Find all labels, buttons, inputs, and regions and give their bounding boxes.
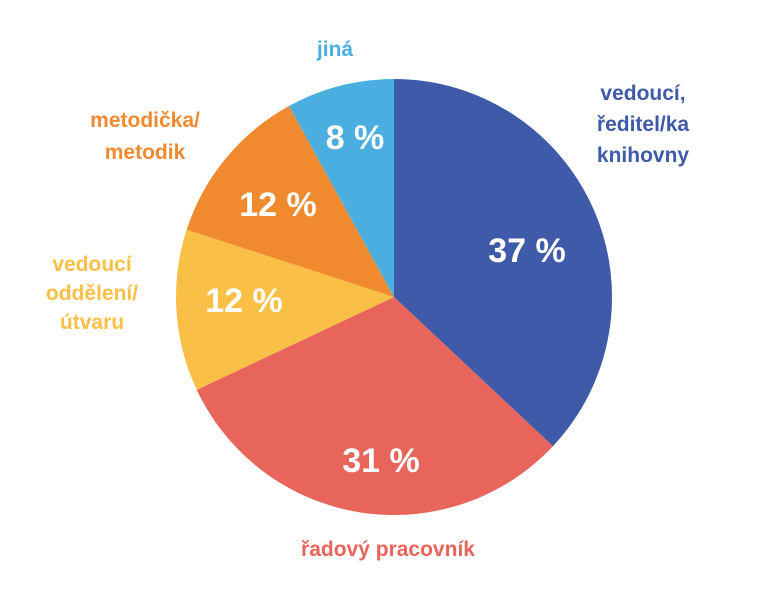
- category-labels: vedoucí, ředitel/ka knihovny řadový pracovn…: [46, 38, 690, 561]
- percent-labels: 37 %31 %12 %12 %8 %: [205, 119, 566, 480]
- slice-category-label-line: řadový pracovník: [301, 538, 475, 561]
- slice-category-label-line: jiná: [316, 38, 353, 61]
- slice-category-label-line: vedoucí: [52, 253, 133, 276]
- pie-slice: [186, 105, 394, 297]
- slice-category-label: vedoucí, ředitel/ka knihovny: [597, 82, 690, 167]
- slice-category-label: jiná: [316, 38, 353, 61]
- slice-percent-label: 12 %: [239, 186, 317, 224]
- slice-percent-label: 37 %: [488, 232, 566, 270]
- slice-percent-label: 8 %: [326, 119, 385, 157]
- pie-slices: [176, 79, 613, 516]
- pie-slice: [394, 79, 613, 447]
- pie-slice: [288, 79, 394, 297]
- slice-category-label-line: knihovny: [597, 144, 690, 167]
- slice-category-label-line: vedoucí,: [600, 82, 685, 105]
- slice-category-label: metodička/metodik: [90, 109, 200, 164]
- pie-slice: [176, 229, 394, 390]
- slice-percent-label: 31 %: [342, 442, 420, 480]
- slice-category-label-line: útvaru: [60, 311, 124, 334]
- slice-percent-label: 12 %: [205, 282, 283, 320]
- slice-category-label: řadový pracovník: [301, 538, 475, 561]
- slice-category-label-line: metodik: [105, 141, 186, 164]
- pie-slice: [196, 297, 553, 516]
- slice-category-label-line: oddělení/: [46, 282, 138, 305]
- slice-category-label-line: metodička/: [90, 109, 200, 132]
- slice-category-label: vedoucí oddělení/útvaru: [46, 253, 138, 334]
- slice-category-label-line: ředitel/ka: [597, 113, 690, 136]
